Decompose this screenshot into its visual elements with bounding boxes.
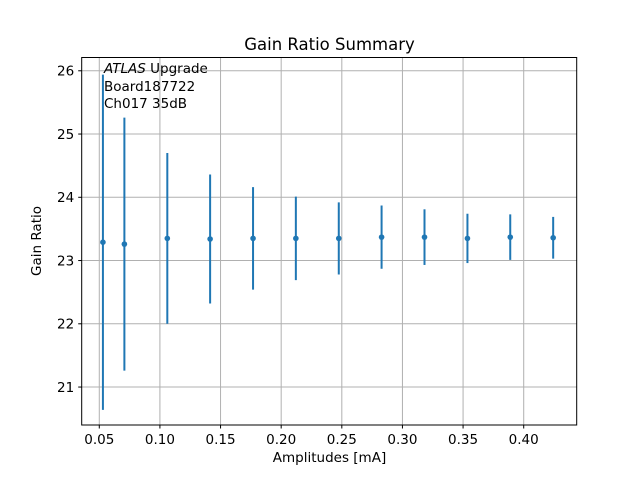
- data-point: [335, 235, 342, 242]
- data-point: [421, 234, 428, 240]
- y-tick-label: 21: [57, 380, 74, 396]
- x-tick-label: 0.30: [387, 432, 417, 448]
- data-point: [550, 234, 556, 241]
- annotation: ATLAS Upgrade Board187722 Ch017 35dB: [104, 61, 208, 114]
- data-point: [100, 239, 106, 245]
- x-tick-label: 0.10: [145, 432, 175, 448]
- x-tick-label: 0.35: [448, 432, 478, 448]
- data-point: [250, 235, 256, 242]
- x-tick-label: 0.15: [206, 432, 236, 448]
- y-tick-label: 25: [57, 127, 74, 143]
- data-point: [507, 234, 514, 240]
- annotation-experiment-suffix: Upgrade: [145, 61, 208, 77]
- annotation-channel: Ch017 35dB: [104, 96, 188, 112]
- annotation-line-1: ATLAS Upgrade: [104, 61, 208, 79]
- data-point: [207, 236, 213, 242]
- y-tick-label: 22: [57, 317, 74, 333]
- annotation-board: Board187722: [104, 78, 196, 95]
- x-tick-label: 0.05: [84, 432, 114, 448]
- x-tick-label: 0.25: [327, 432, 357, 448]
- data-point: [121, 241, 128, 247]
- data-point: [164, 235, 171, 242]
- data-point: [464, 235, 471, 242]
- data-point: [378, 234, 385, 240]
- x-tick-label: 0.40: [509, 432, 539, 448]
- annotation-experiment: ATLAS: [104, 61, 146, 77]
- data-point: [293, 235, 299, 242]
- axes-border: [81, 57, 578, 426]
- x-tick-label: 0.20: [266, 432, 296, 448]
- x-axis-label: Amplitudes [mA]: [272, 450, 387, 466]
- chart-title: Gain Ratio Summary: [244, 35, 415, 54]
- y-tick-label: 24: [57, 190, 74, 206]
- y-tick-label: 26: [57, 64, 74, 80]
- y-tick-label: 23: [57, 253, 74, 269]
- y-axis-label: Gain Ratio: [29, 206, 45, 276]
